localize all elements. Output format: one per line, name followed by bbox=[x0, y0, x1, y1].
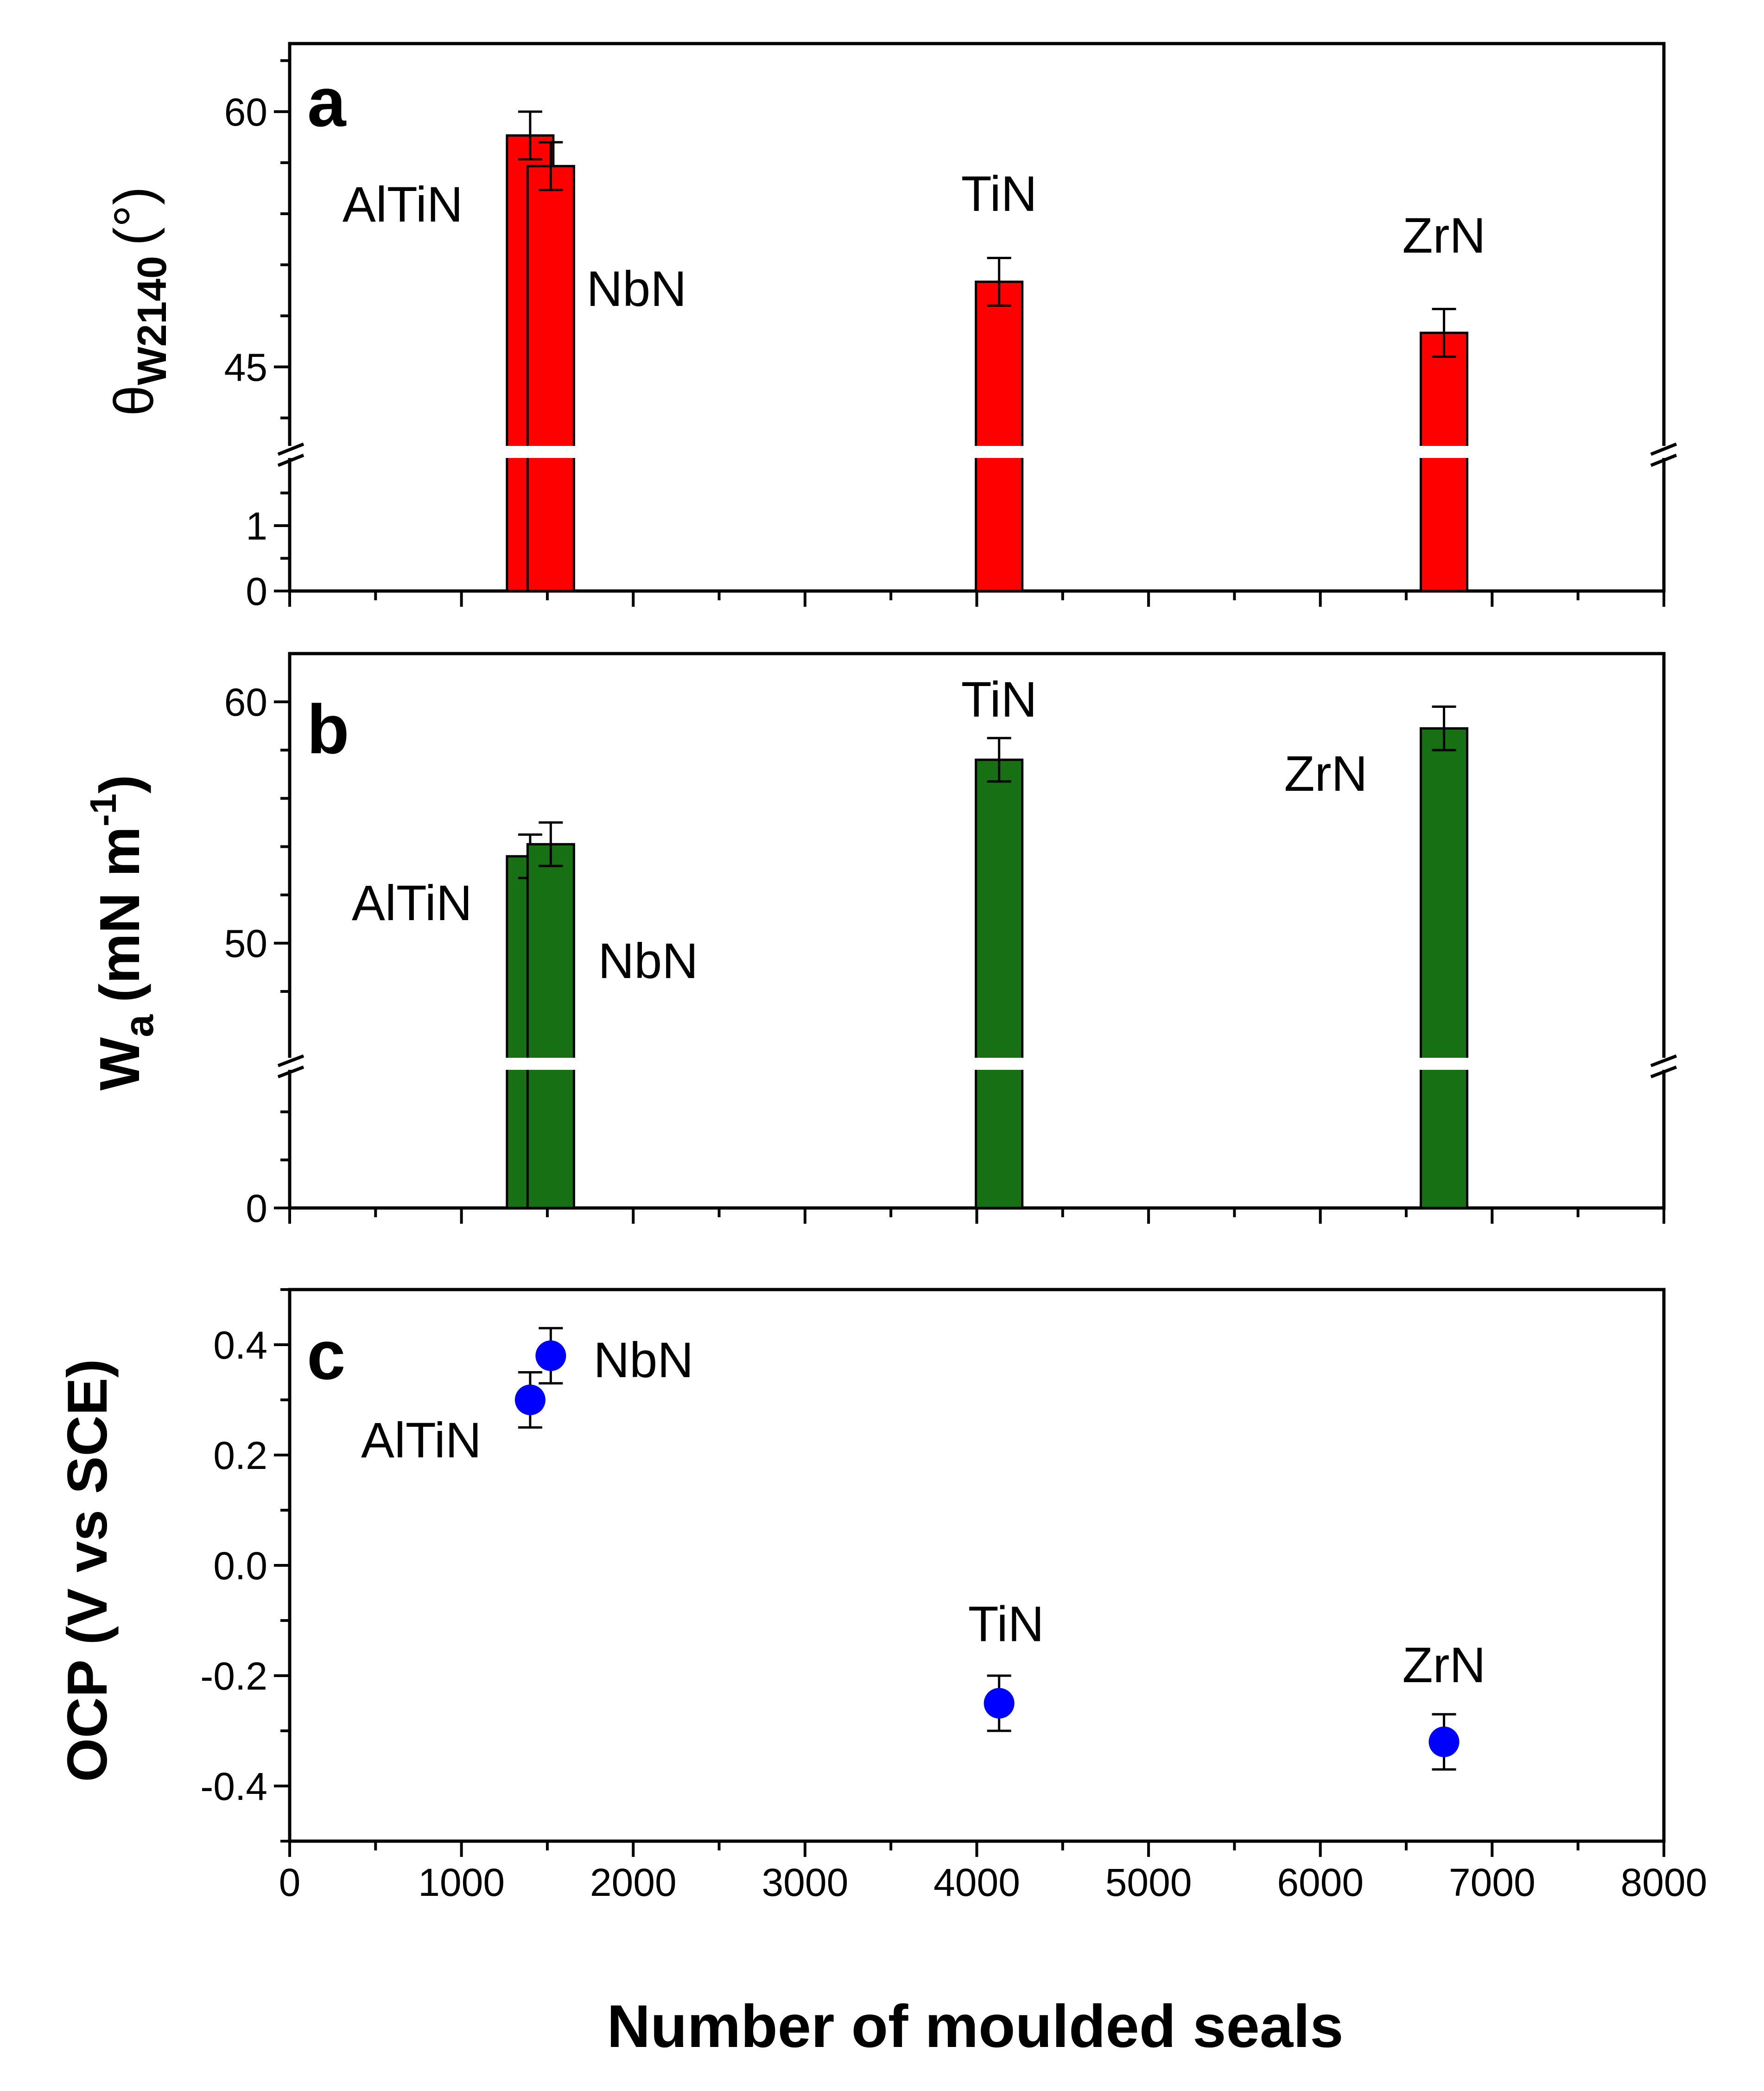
panel-b-y-tick-label: 60 bbox=[224, 680, 267, 724]
bar-label-nbn: NbN bbox=[598, 933, 698, 989]
x-axis-label: Number of moulded seals bbox=[607, 1992, 1343, 2060]
bar-label-tin: TiN bbox=[961, 165, 1037, 222]
x-tick-label: 3000 bbox=[761, 1861, 848, 1904]
panel-c-y-tick-label: -0.4 bbox=[200, 1765, 267, 1808]
point-altin bbox=[514, 1385, 546, 1415]
panel-c-y-tick-label: -0.2 bbox=[200, 1654, 267, 1698]
panel-a-y-axis-label: θW2140(°) bbox=[103, 186, 175, 416]
x-tick-label: 1000 bbox=[418, 1861, 505, 1904]
panel-c-ocp: -0.4 -0.2 0.0 0.2 0.4 0 1000 2000 3000 4000 5000 60… bbox=[56, 1288, 1707, 2060]
panel-b-y-tick-label: 50 bbox=[224, 922, 267, 966]
x-tick-label: 8000 bbox=[1621, 1861, 1707, 1904]
panel-a-letter: a bbox=[307, 63, 347, 141]
panel-b-letter: b bbox=[307, 690, 349, 768]
panel-a-contact-angle: AlTiN NbN TiN ZrN 0 1 45 60 a θW2140(°) bbox=[103, 42, 1696, 613]
panel-b-y-tick-label: 0 bbox=[246, 1187, 267, 1230]
point-nbn bbox=[535, 1340, 566, 1371]
error-bar-nbn bbox=[539, 821, 563, 867]
error-bar-zrn bbox=[1432, 705, 1456, 751]
panel-b-break-gap bbox=[260, 1054, 1696, 1079]
bar-label-altin: AlTiN bbox=[352, 875, 472, 931]
bar-tin bbox=[975, 758, 1024, 1209]
panel-b-work-of-adhesion: AlTiN NbN TiN ZrN 0 50 60 b Wa(mN m-1) bbox=[82, 652, 1696, 1230]
error-bar-altin bbox=[518, 110, 542, 161]
panel-c-y-tick-label: 0.4 bbox=[213, 1323, 267, 1367]
point-tin bbox=[984, 1688, 1015, 1719]
x-tick-label: 6000 bbox=[1277, 1861, 1364, 1904]
error-bar-nbn bbox=[539, 141, 563, 191]
point-label-nbn: NbN bbox=[593, 1332, 693, 1388]
panel-c-y-tick-label: 0.0 bbox=[213, 1544, 267, 1588]
bar-label-tin: TiN bbox=[961, 671, 1037, 727]
x-tick-label: 5000 bbox=[1105, 1861, 1192, 1904]
panel-a-break-gap bbox=[260, 442, 1696, 467]
panel-c-y-axis-label: OCP (V vs SCE) bbox=[56, 1359, 119, 1782]
panel-c-letter: c bbox=[307, 1316, 345, 1394]
panel-a-y-tick-label: 45 bbox=[224, 345, 267, 389]
bar-label-zrn: ZrN bbox=[1284, 745, 1368, 801]
panel-a-y-tick-label: 0 bbox=[246, 570, 267, 613]
error-bar-zrn bbox=[1432, 308, 1456, 358]
panel-a-y-tick-label: 60 bbox=[224, 90, 267, 134]
point-label-tin: TiN bbox=[968, 1596, 1044, 1652]
bar-label-nbn: NbN bbox=[586, 261, 686, 317]
x-tick-label: 7000 bbox=[1449, 1861, 1536, 1904]
bar-zrn bbox=[1420, 331, 1469, 592]
bar-nbn bbox=[526, 165, 575, 592]
x-tick-label: 4000 bbox=[933, 1861, 1020, 1904]
bar-nbn bbox=[526, 843, 575, 1209]
error-bar-tin bbox=[987, 257, 1011, 307]
bar-label-zrn: ZrN bbox=[1402, 207, 1486, 263]
panel-a-y-tick-label: 1 bbox=[246, 504, 267, 548]
point-label-altin: AlTiN bbox=[361, 1412, 482, 1468]
bar-label-altin: AlTiN bbox=[343, 176, 463, 232]
panel-b-y-axis-label: Wa(mN m-1) bbox=[82, 775, 162, 1090]
point-zrn bbox=[1428, 1726, 1459, 1757]
x-tick-label: 2000 bbox=[590, 1861, 677, 1904]
error-bar-tin bbox=[987, 737, 1011, 783]
panel-c-y-tick-label: 0.2 bbox=[213, 1434, 267, 1477]
bar-zrn bbox=[1420, 727, 1469, 1209]
x-tick-label: 0 bbox=[279, 1861, 301, 1904]
bar-tin bbox=[975, 280, 1024, 592]
point-label-zrn: ZrN bbox=[1402, 1637, 1486, 1693]
